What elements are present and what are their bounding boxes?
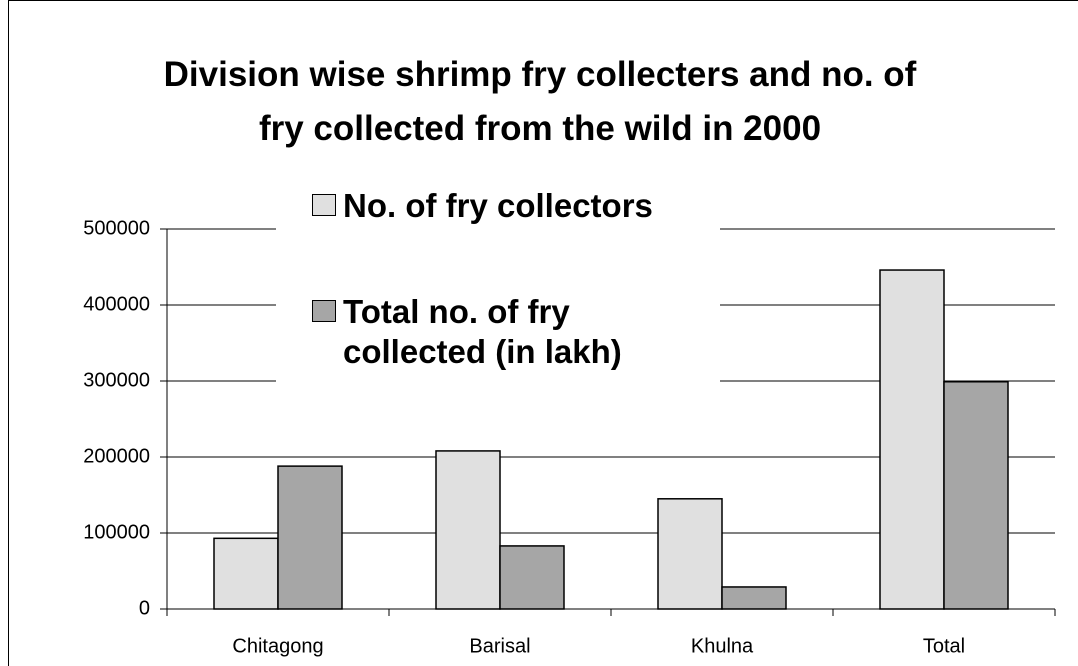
y-tick-label: 400000 <box>83 293 150 315</box>
y-tick-label: 500000 <box>83 217 150 239</box>
y-tick-label: 0 <box>139 597 150 619</box>
bar <box>721 586 787 610</box>
x-tick-label: Chitagong <box>232 635 323 657</box>
bar <box>277 465 343 610</box>
y-tick-label: 300000 <box>83 369 150 391</box>
bar <box>213 537 279 610</box>
x-tick-label: Total <box>923 635 965 657</box>
frame <box>8 0 1078 666</box>
legend: No. of fry collectors Total no. of fry co… <box>276 180 720 385</box>
y-tick-label: 100000 <box>83 521 150 543</box>
bar <box>657 498 723 610</box>
legend-label: No. of fry collectors <box>343 187 653 224</box>
x-tick-label: Barisal <box>469 635 530 657</box>
legend-swatch <box>312 194 336 216</box>
bar <box>499 545 565 610</box>
y-tick-label: 200000 <box>83 445 150 467</box>
bar <box>943 381 1009 610</box>
legend-entry: Total no. of fry collected (in lakh) <box>312 292 673 372</box>
chart-title: Division wise shrimp fry collecters and … <box>163 55 917 148</box>
legend-entry: No. of fry collectors <box>312 186 673 226</box>
x-tick-label: Khulna <box>691 635 754 657</box>
bar <box>879 269 945 610</box>
legend-swatch <box>312 300 336 322</box>
bar <box>435 450 501 610</box>
legend-label: Total no. of fry collected (in lakh) <box>343 293 622 370</box>
